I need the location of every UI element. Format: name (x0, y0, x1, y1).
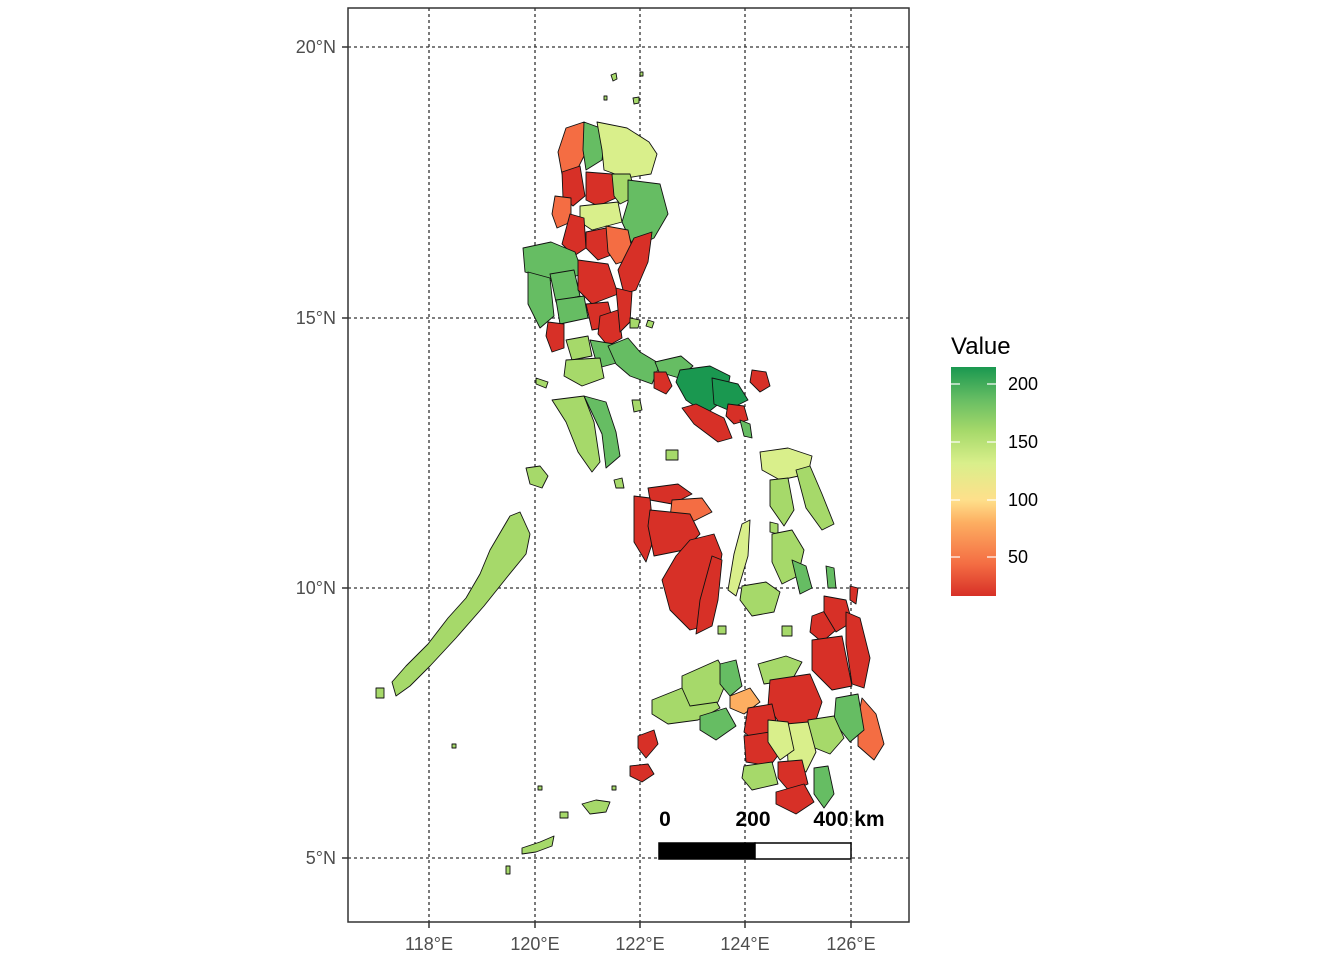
province-calamian (525, 465, 549, 489)
province-siargao (849, 585, 859, 605)
province-catanduanes (749, 369, 771, 393)
province-batangas (563, 357, 605, 387)
scale-bar: 0 200 400 km (658, 808, 885, 860)
x-axis-labels: 118°E 120°E 122°E 124°E 126°E (405, 934, 876, 954)
province-la-union (551, 195, 572, 229)
legend-label-50: 50 (1008, 547, 1028, 567)
tick-label-5N: 5°N (306, 848, 336, 868)
y-axis-labels: 20°N 15°N 10°N 5°N (296, 37, 336, 868)
tick-label-126E: 126°E (826, 934, 875, 954)
tick-label-20N: 20°N (296, 37, 336, 57)
province-antique (633, 495, 655, 563)
province-masbate (681, 403, 733, 443)
province-marinduque (653, 371, 673, 395)
tick-label-15N: 15°N (296, 308, 336, 328)
province-negros-oriental (695, 555, 723, 635)
province-bataan (545, 321, 565, 353)
legend-label-200: 200 (1008, 374, 1038, 394)
legend: Value 200 150 100 50 (951, 333, 1038, 596)
scale-bar-segment-empty (754, 842, 852, 860)
province-eastern-samar (795, 465, 835, 531)
legend-colorbar (951, 367, 996, 596)
province-polillo (629, 317, 655, 329)
province-cavite (565, 335, 593, 361)
province-davao-occidental (813, 765, 835, 809)
province-babuyan (603, 71, 644, 105)
province-small-islets (375, 687, 617, 791)
scale-label-0: 0 (659, 808, 671, 831)
province-western-samar (769, 477, 795, 527)
province-oriental-mindoro (583, 395, 621, 469)
province-nueva-ecija (577, 259, 619, 305)
province-tawi-tawi (505, 835, 555, 875)
tick-label-118E: 118°E (405, 934, 453, 954)
legend-tick-marks (951, 383, 996, 558)
province-camiguin (781, 625, 793, 637)
province-lubang (535, 377, 549, 389)
province-dinagat (825, 565, 837, 589)
province-polygons (375, 71, 885, 875)
province-biliran (769, 521, 779, 535)
tick-label-120E: 120°E (510, 934, 559, 954)
province-zamboanga-city (637, 729, 659, 759)
province-ilocos-sur (561, 165, 586, 207)
province-zambales (527, 271, 555, 329)
tick-label-122E: 122°E (615, 934, 664, 954)
tick-label-10N: 10°N (296, 578, 336, 598)
scale-label-200: 200 (735, 808, 770, 831)
province-zamboanga-del-norte (681, 659, 729, 707)
province-sarangani (775, 783, 815, 815)
province-ticao (739, 419, 753, 439)
axis-ticks (342, 46, 852, 928)
province-basilan (629, 763, 655, 783)
province-rizal (597, 309, 623, 347)
province-pampanga (555, 295, 589, 325)
province-cagayan (596, 121, 658, 179)
province-romblon (613, 399, 679, 489)
legend-label-150: 150 (1008, 432, 1038, 452)
province-benguet (561, 213, 587, 257)
province-agusan-del-sur (811, 635, 853, 691)
province-surigao-del-norte (823, 595, 853, 633)
province-southern-leyte (791, 559, 813, 595)
scale-label-400: 400 km (813, 808, 884, 831)
province-surigao-del-sur (845, 611, 871, 689)
province-sulu (559, 799, 611, 819)
province-cebu (727, 519, 751, 597)
province-abra (585, 171, 617, 207)
province-cotabato (767, 719, 795, 761)
tick-label-124E: 124°E (720, 934, 769, 954)
scale-bar-segment-filled (658, 842, 756, 860)
province-palawan (391, 511, 531, 697)
panel-border (347, 7, 910, 923)
province-batanes (610, 72, 618, 82)
province-zamboanga-del-sur (699, 707, 737, 741)
province-aurora (617, 231, 653, 295)
province-davao-del-sur (785, 721, 817, 773)
province-bohol (739, 581, 781, 617)
province-tarlac (549, 269, 581, 303)
province-misamis-occidental (719, 659, 743, 697)
province-siquijor (717, 625, 727, 635)
province-sultan-kudarat (741, 761, 779, 791)
legend-label-100: 100 (1008, 490, 1038, 510)
legend-title: Value (951, 333, 1011, 360)
